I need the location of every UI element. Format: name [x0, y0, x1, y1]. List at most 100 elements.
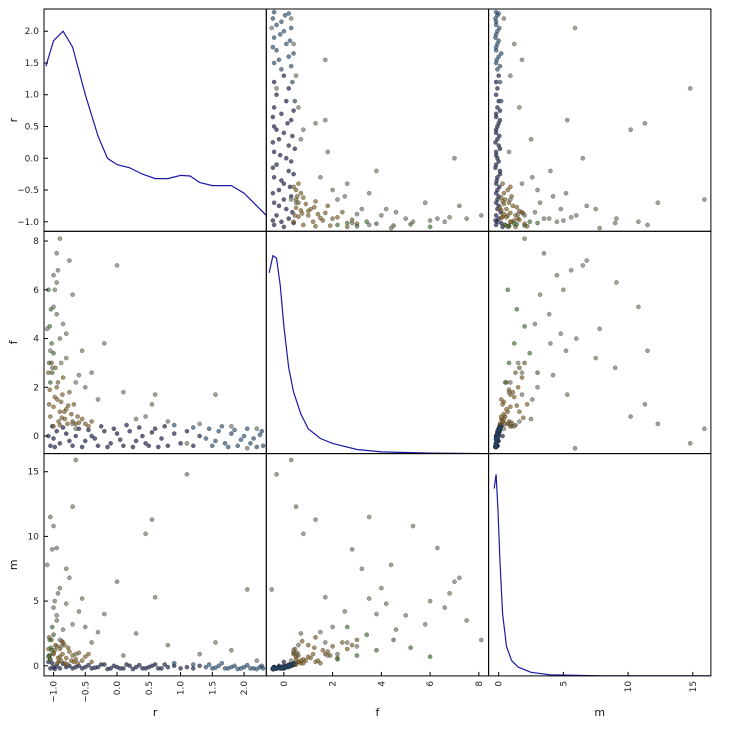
data-point [291, 41, 296, 47]
data-point [298, 190, 304, 196]
data-point [271, 666, 277, 671]
data-point [507, 197, 513, 202]
data-point [524, 402, 530, 407]
data-point [197, 433, 202, 439]
data-point [366, 596, 372, 601]
data-point [270, 190, 276, 196]
data-point [127, 428, 133, 434]
data-point [366, 514, 372, 520]
data-point [184, 428, 190, 434]
y-tick-label: 0 [33, 432, 39, 442]
data-point [244, 445, 250, 451]
x-tick-label: −0.5 [81, 681, 91, 703]
data-point [225, 666, 231, 671]
data-point [496, 11, 502, 16]
data-point [335, 656, 340, 662]
data-point [162, 662, 168, 667]
panel-frame [265, 8, 490, 232]
data-point [46, 654, 51, 660]
data-point [235, 443, 241, 449]
data-point [573, 213, 579, 218]
data-point [292, 213, 298, 218]
data-point [504, 206, 509, 212]
data-point [354, 644, 360, 649]
data-point [73, 433, 79, 439]
data-point [558, 206, 564, 212]
data-point [60, 375, 66, 380]
data-point [496, 25, 502, 31]
data-point [241, 433, 247, 439]
data-point [554, 219, 560, 225]
data-point [628, 414, 634, 419]
data-point [344, 624, 350, 630]
data-point [197, 421, 202, 427]
data-point [344, 646, 350, 652]
data-point [251, 436, 256, 441]
data-point [313, 634, 318, 640]
data-point [493, 218, 498, 223]
data-point [478, 213, 484, 218]
data-point [73, 651, 79, 657]
x-tick-label: 8 [475, 681, 485, 687]
data-point [54, 545, 60, 551]
y-tick-label: 0 [33, 662, 39, 672]
y-axis-label-f: f [7, 339, 20, 344]
data-point [57, 336, 63, 341]
data-point [51, 350, 56, 356]
data-point [447, 590, 452, 596]
data-point [49, 365, 55, 371]
data-point [89, 370, 94, 376]
panel-content [268, 254, 487, 454]
data-point [269, 25, 275, 31]
panel-frame [265, 230, 490, 455]
data-point [229, 431, 234, 436]
data-point [501, 16, 507, 21]
data-point [68, 411, 74, 417]
data-point [70, 443, 75, 449]
data-point [597, 326, 602, 332]
data-point [47, 387, 53, 393]
data-point [152, 392, 158, 397]
data-point [281, 73, 287, 79]
data-point [60, 425, 66, 430]
data-point [288, 658, 294, 663]
data-point [383, 206, 389, 212]
data-point [299, 638, 305, 644]
data-point [447, 214, 452, 220]
data-point [155, 444, 161, 450]
data-point [320, 647, 326, 653]
panel-content [44, 236, 266, 451]
x-tick-label: 5 [559, 681, 569, 687]
data-point [124, 422, 129, 428]
data-point [86, 662, 91, 668]
data-point [325, 203, 331, 209]
data-point [642, 120, 648, 126]
data-point [497, 79, 503, 85]
data-point [271, 105, 277, 110]
data-point [152, 594, 158, 600]
data-point [410, 523, 416, 529]
data-point [52, 444, 58, 450]
data-point [52, 666, 58, 672]
data-point [190, 666, 196, 671]
data-point [279, 219, 284, 225]
data-point [546, 311, 552, 317]
data-point [286, 54, 292, 59]
data-point [149, 517, 155, 522]
data-point [55, 590, 61, 596]
data-point [293, 651, 299, 657]
data-point [293, 504, 299, 510]
panel-content [45, 30, 267, 216]
data-point [51, 272, 56, 278]
data-point [95, 443, 101, 449]
data-point [288, 117, 294, 123]
data-point [537, 200, 543, 206]
data-point [528, 136, 534, 142]
data-point [501, 211, 507, 217]
data-point [561, 287, 566, 293]
data-point [248, 441, 253, 446]
data-point [354, 211, 360, 217]
data-point [282, 13, 288, 18]
data-point [636, 219, 641, 225]
